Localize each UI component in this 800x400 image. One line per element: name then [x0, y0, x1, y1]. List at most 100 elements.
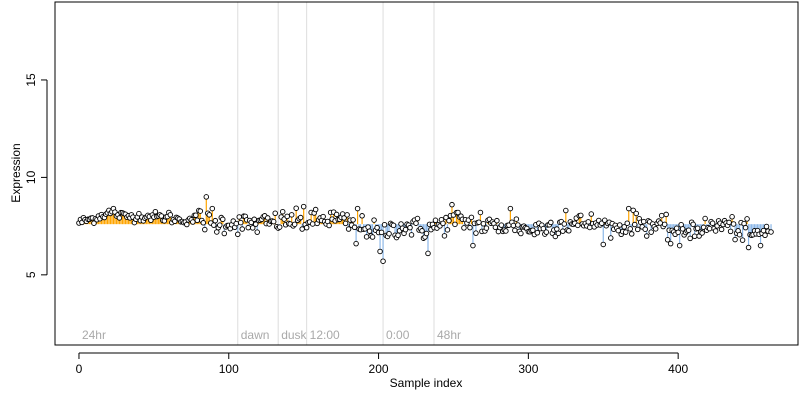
data-point — [540, 225, 547, 232]
y-tick-label: 15 — [24, 73, 38, 87]
data-point — [236, 214, 243, 220]
data-point — [461, 225, 467, 231]
data-point — [473, 230, 479, 236]
data-point — [585, 219, 592, 225]
data-point — [691, 233, 698, 240]
data-point — [284, 213, 290, 220]
data-point — [768, 229, 774, 235]
data-point — [272, 210, 278, 217]
data-point — [560, 228, 566, 234]
data-point — [634, 226, 641, 233]
data-point — [441, 233, 448, 239]
y-axis: 5 10 15 — [24, 73, 48, 278]
data-point — [200, 220, 207, 226]
data-point — [608, 235, 614, 241]
data-point — [158, 213, 165, 219]
data-point — [736, 231, 743, 238]
data-point — [745, 244, 752, 251]
data-point — [408, 232, 415, 238]
data-point — [744, 216, 750, 222]
data-point — [264, 215, 271, 221]
data-point — [221, 230, 228, 237]
data-point — [470, 242, 476, 249]
data-point — [245, 224, 251, 231]
data-point — [444, 227, 451, 233]
data-point — [694, 225, 701, 232]
data-point — [413, 220, 419, 226]
data-point — [726, 219, 732, 226]
data-point — [297, 214, 304, 221]
data-point — [699, 230, 705, 236]
data-point — [300, 203, 307, 210]
data-point — [378, 229, 385, 236]
data-point — [675, 229, 681, 236]
data-point — [390, 222, 397, 229]
data-point — [534, 229, 541, 236]
data-point — [702, 215, 708, 222]
x-tick-label: 300 — [518, 362, 538, 376]
data-point — [425, 250, 431, 257]
data-point — [449, 201, 455, 208]
data-point — [414, 215, 421, 222]
data-point — [706, 225, 713, 232]
data-point — [642, 226, 648, 232]
data-point — [729, 214, 735, 220]
data-point — [494, 217, 500, 224]
data-point — [446, 217, 452, 224]
data-point — [757, 242, 764, 249]
data-point — [345, 226, 352, 232]
data-point — [116, 215, 123, 221]
annotation-lines — [237, 2, 435, 345]
data-point — [712, 228, 719, 234]
data-point — [212, 217, 219, 224]
data-point — [548, 219, 554, 226]
data-point — [354, 205, 361, 212]
data-point — [291, 221, 298, 228]
annotation-label: dawn — [241, 328, 270, 342]
plot-frame — [54, 1, 799, 346]
data-point — [359, 213, 365, 219]
data-point — [252, 221, 259, 227]
data-point — [600, 241, 607, 248]
data-point — [402, 226, 409, 233]
data-point — [676, 242, 683, 249]
data-point — [333, 211, 340, 218]
data-point — [730, 221, 737, 227]
data-point — [513, 216, 520, 222]
data-point — [709, 220, 716, 226]
y-tick-label: 5 — [24, 271, 38, 278]
data-point — [239, 226, 245, 232]
y-axis-label: Expression — [9, 143, 23, 202]
data-point — [152, 208, 159, 215]
data-point — [276, 224, 283, 230]
x-axis: 0 100 200 300 400 — [76, 352, 688, 376]
data-point — [648, 229, 654, 235]
data-point — [468, 214, 475, 221]
annotation-label: dusk — [281, 328, 307, 342]
data-points — [76, 194, 774, 264]
data-point — [211, 222, 217, 228]
data-point — [498, 222, 505, 228]
data-point — [320, 213, 326, 220]
data-point — [679, 226, 686, 232]
data-point — [440, 220, 446, 227]
data-point — [366, 228, 373, 234]
data-point — [687, 235, 693, 242]
data-point — [510, 222, 517, 229]
data-point — [386, 230, 392, 237]
data-point — [209, 205, 216, 212]
data-point — [423, 230, 430, 237]
annotation-label: 12:00 — [310, 328, 340, 342]
y-tick-label: 10 — [24, 170, 38, 184]
annotation-label: 48hr — [437, 328, 461, 342]
data-point — [480, 221, 487, 227]
data-point — [303, 224, 310, 231]
data-point — [167, 212, 174, 218]
annotation-labels: 24hr dawn dusk 12:00 0:00 48hr — [82, 328, 461, 342]
data-point — [136, 210, 142, 217]
data-point — [631, 221, 638, 228]
data-point — [344, 212, 350, 218]
data-point — [369, 234, 376, 240]
x-tick-label: 400 — [668, 362, 688, 376]
data-point — [194, 217, 201, 224]
